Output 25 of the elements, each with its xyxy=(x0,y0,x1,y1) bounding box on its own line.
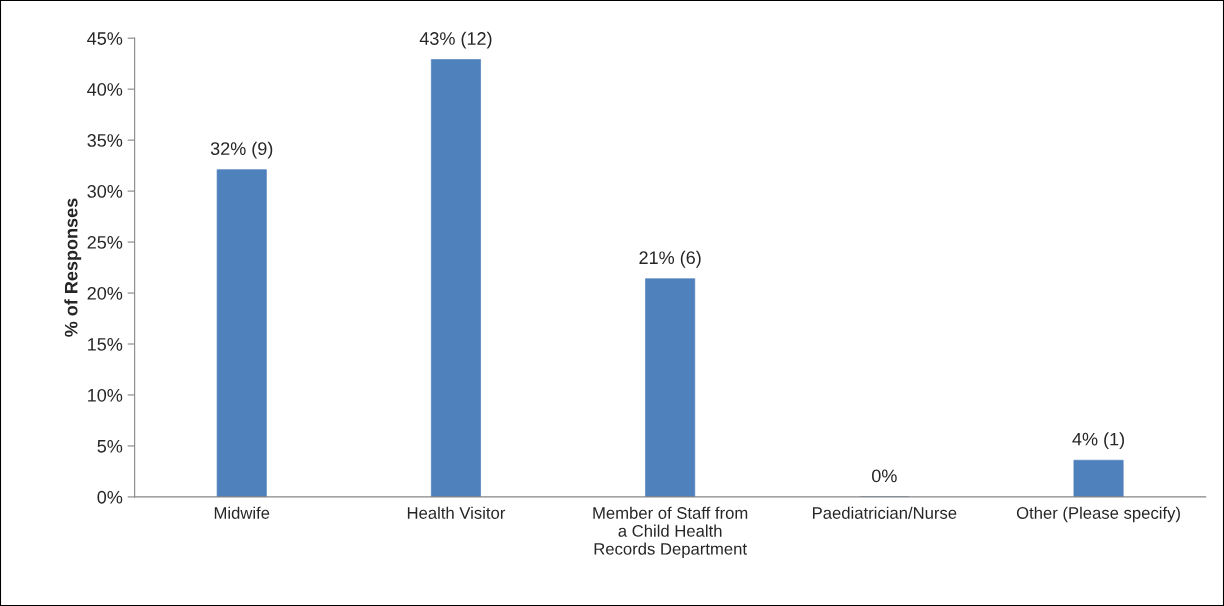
y-tick-label: 30% xyxy=(87,185,123,198)
data-label: 4% (1) xyxy=(1072,432,1125,450)
y-tick-label: 5% xyxy=(97,439,123,453)
data-label: 21% (6) xyxy=(639,250,701,268)
y-tick-label: 10% xyxy=(88,388,123,402)
y-axis-title: % of Responses xyxy=(64,198,82,337)
x-tick-label: Paediatrician/Nurse xyxy=(812,506,957,519)
y-tick-label: 25% xyxy=(87,236,123,249)
data-label: 43% (12) xyxy=(419,31,492,49)
y-tick-label: 15% xyxy=(88,338,123,351)
bar xyxy=(645,278,696,497)
y-tick-label: 35% xyxy=(87,134,123,147)
x-tick-label: Other (Please specify) xyxy=(1016,506,1180,523)
bar xyxy=(216,169,267,497)
y-tick-label: 0% xyxy=(97,490,123,504)
y-tick-label: 20% xyxy=(87,286,123,300)
bar xyxy=(430,59,481,497)
data-label: 0% xyxy=(872,469,897,483)
x-tick-label: Health Visitor xyxy=(407,506,506,519)
bar xyxy=(1073,459,1124,497)
x-tick-label: Member of Staff from a Child Health Records Department xyxy=(593,506,748,559)
x-tick-label: Midwife xyxy=(214,506,270,519)
y-tick-label: 40% xyxy=(87,83,123,96)
y-tick-label: 45% xyxy=(87,32,123,45)
data-label: 32% (9) xyxy=(210,141,273,159)
